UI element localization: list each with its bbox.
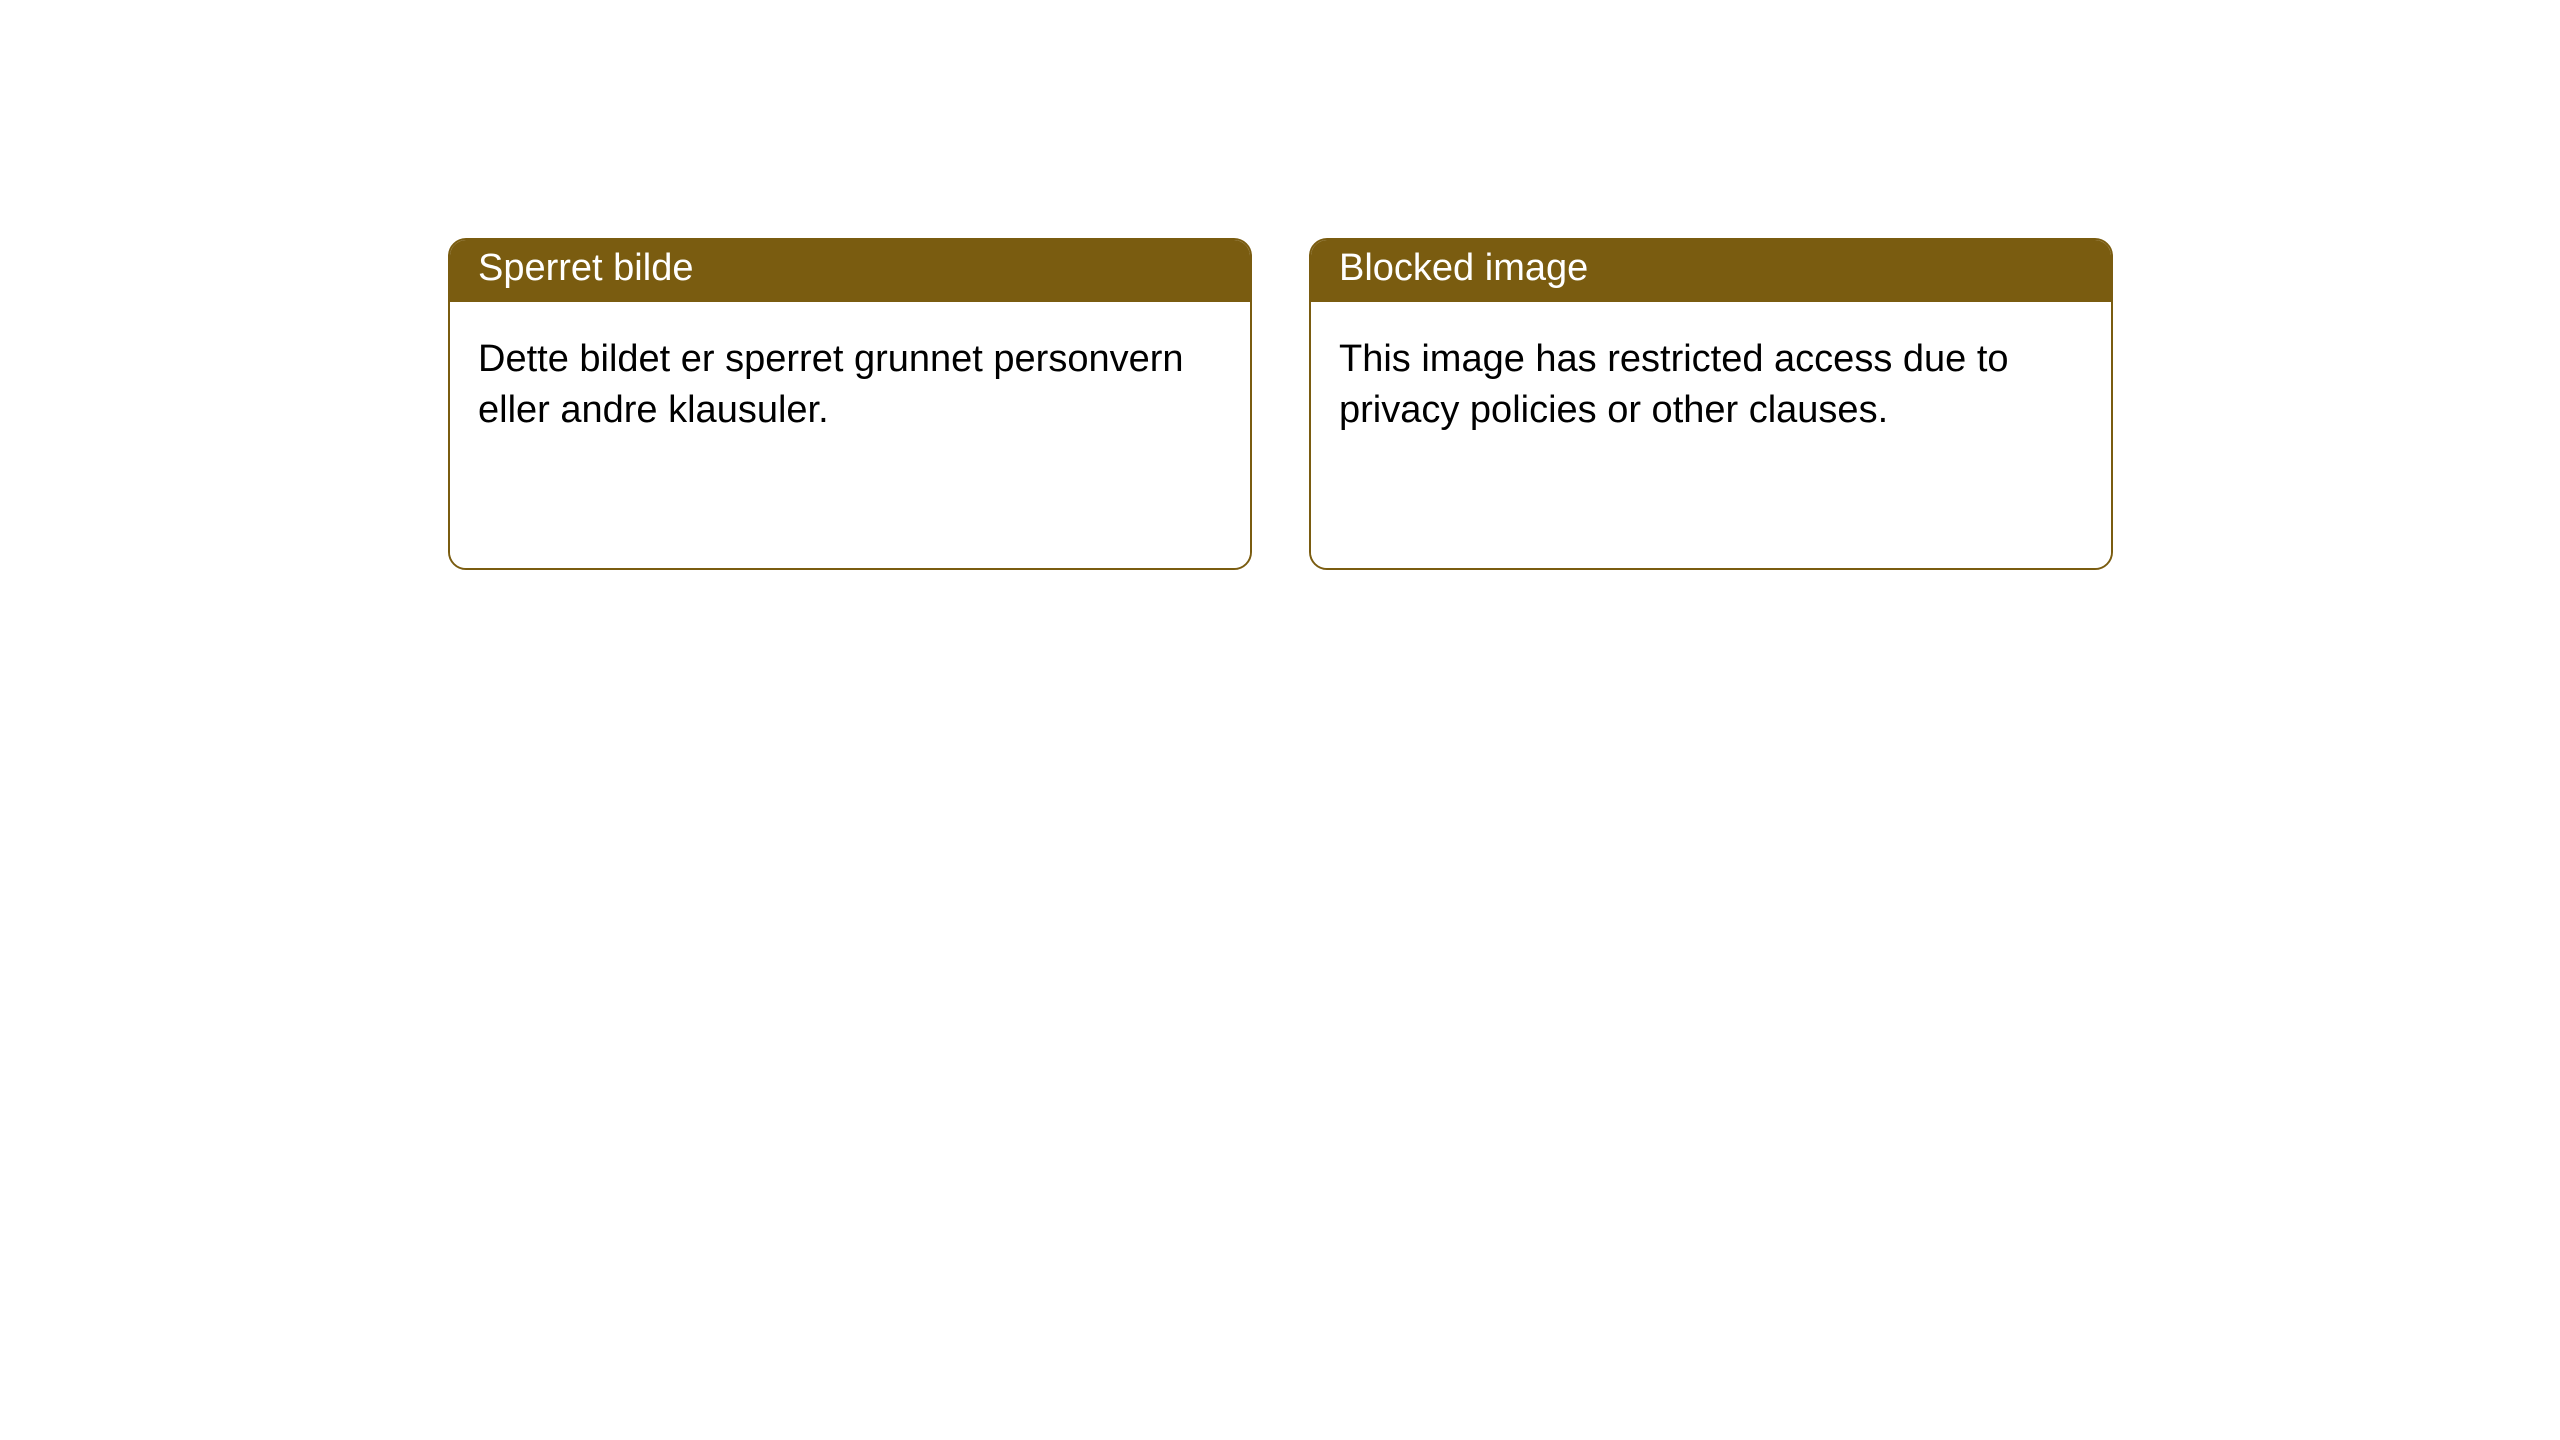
notice-card-en: Blocked image This image has restricted … <box>1309 238 2113 570</box>
notice-title-en: Blocked image <box>1339 247 1588 289</box>
notice-text-en: This image has restricted access due to … <box>1339 338 2009 431</box>
notice-body-no: Dette bildet er sperret grunnet personve… <box>450 302 1250 568</box>
notice-header-en: Blocked image <box>1311 240 2111 302</box>
notice-title-no: Sperret bilde <box>478 247 693 289</box>
notice-card-no: Sperret bilde Dette bildet er sperret gr… <box>448 238 1252 570</box>
notice-text-no: Dette bildet er sperret grunnet personve… <box>478 338 1184 431</box>
notice-body-en: This image has restricted access due to … <box>1311 302 2111 568</box>
notice-header-no: Sperret bilde <box>450 240 1250 302</box>
notice-container: Sperret bilde Dette bildet er sperret gr… <box>448 238 2560 570</box>
